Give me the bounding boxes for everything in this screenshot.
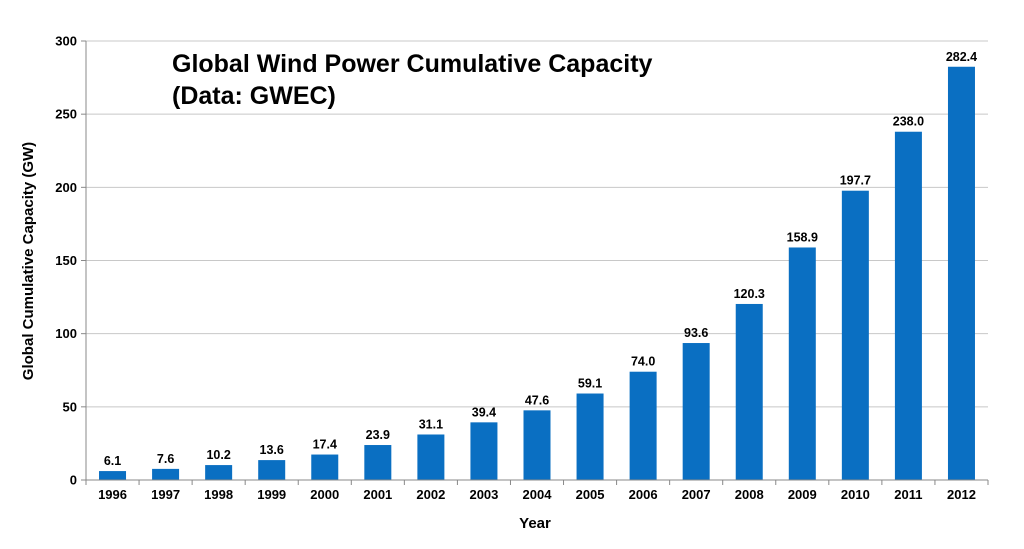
x-tick-label-2001: 2001 (363, 487, 392, 502)
data-label-1997: 7.6 (157, 452, 174, 466)
chart-title: Global Wind Power Cumulative Capacity (172, 50, 653, 78)
bar-2009 (788, 247, 816, 480)
y-axis-title: Global Cumulative Capacity (GW) (20, 142, 37, 380)
data-label-1999: 13.6 (260, 443, 284, 457)
x-tick-label-2009: 2009 (788, 487, 817, 502)
data-label-2011: 238.0 (893, 115, 924, 129)
chart-subtitle: (Data: GWEC) (172, 82, 336, 110)
bar-2011 (894, 131, 922, 480)
data-label-2009: 158.9 (787, 230, 818, 244)
bar-2004 (523, 410, 551, 480)
y-tick-label: 250 (55, 107, 77, 122)
x-tick-label-2011: 2011 (894, 487, 922, 502)
bar-2000 (311, 454, 339, 480)
x-tick-label-1998: 1998 (204, 487, 233, 502)
gridlines (86, 40, 988, 408)
bar-1996 (99, 471, 127, 480)
bar-2005 (576, 393, 604, 480)
bar-2002 (417, 434, 445, 480)
data-label-2003: 39.4 (472, 405, 496, 419)
x-tick-label-1999: 1999 (257, 487, 286, 502)
bar-1999 (258, 460, 286, 480)
data-label-1998: 10.2 (206, 448, 230, 462)
x-axis-title: Year (519, 515, 551, 532)
x-tick-label-2003: 2003 (469, 487, 498, 502)
bar-2003 (470, 422, 498, 480)
data-labels: 6.1 7.6 10.2 13.6 17.4 23.9 31.1 39.4 47.6 59.1 74… (104, 50, 977, 468)
data-label-2001: 23.9 (366, 428, 390, 442)
bar-2001 (364, 445, 392, 480)
data-label-2002: 31.1 (419, 417, 443, 431)
y-tick-label: 300 (55, 34, 77, 49)
data-label-2000: 17.4 (313, 438, 337, 452)
data-label-2007: 93.6 (684, 326, 708, 340)
x-tick-label-2010: 2010 (841, 487, 870, 502)
x-tick-label-2007: 2007 (682, 487, 711, 502)
x-tick-label-2005: 2005 (576, 487, 605, 502)
x-tick-label-2002: 2002 (416, 487, 445, 502)
y-tick-label: 100 (55, 326, 77, 341)
x-tick-label-2004: 2004 (523, 487, 553, 502)
bar-1997 (152, 468, 180, 480)
x-tick-label-2008: 2008 (735, 487, 764, 502)
y-tick-label: 200 (55, 180, 77, 195)
y-tick-label: 150 (55, 253, 77, 268)
data-label-2012: 282.4 (946, 50, 977, 64)
y-axis-ticks: 0 50 100 150 200 250 300 (55, 34, 86, 488)
data-label-1996: 6.1 (104, 454, 121, 468)
data-label-2008: 120.3 (734, 287, 765, 301)
data-label-2005: 59.1 (578, 377, 602, 391)
x-tick-label-2012: 2012 (947, 487, 976, 502)
bar-2006 (629, 371, 657, 480)
data-label-2004: 47.6 (525, 393, 549, 407)
x-tick-label-1996: 1996 (98, 487, 127, 502)
x-tick-label-2006: 2006 (629, 487, 658, 502)
y-tick-label: 50 (63, 399, 77, 414)
data-label-2006: 74.0 (631, 355, 655, 369)
data-label-2010: 197.7 (840, 174, 871, 188)
bar-2007 (682, 343, 710, 480)
y-tick-label: 0 (70, 473, 77, 488)
bars (99, 66, 975, 480)
x-axis-ticks: 1996 1997 1998 1999 2000 2001 2002 2003 2004 2005… (85, 480, 989, 502)
bar-2012 (947, 66, 975, 480)
bar-2010 (841, 190, 869, 480)
x-tick-label-1997: 1997 (151, 487, 180, 502)
x-tick-label-2000: 2000 (310, 487, 339, 502)
bar-2008 (735, 303, 763, 480)
bar-1998 (205, 465, 233, 480)
